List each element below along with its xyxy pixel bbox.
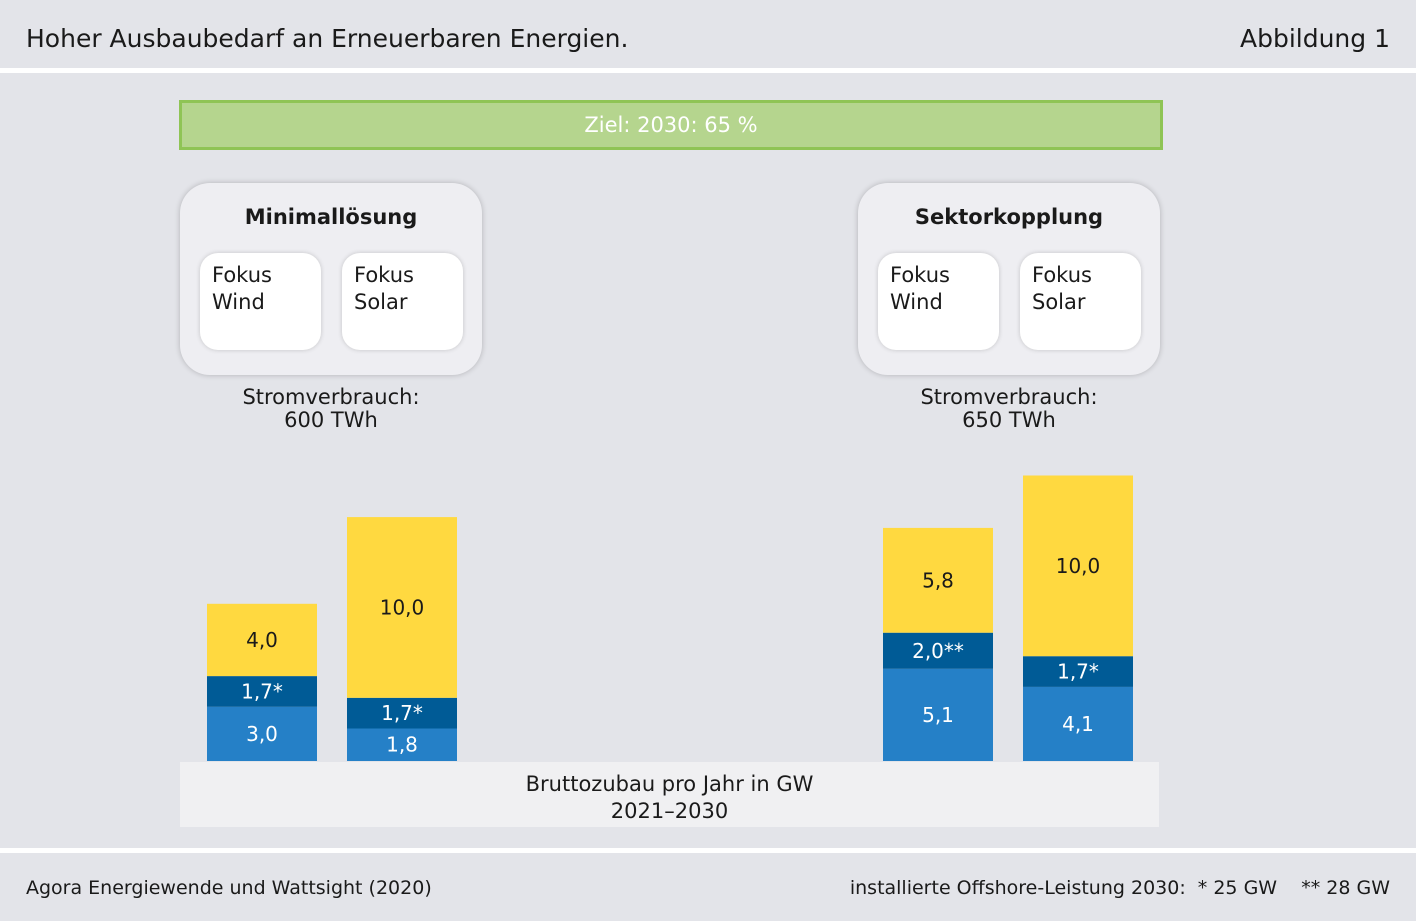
scenario-box-minimal: Minimallösung Fokus Wind Fokus Solar (180, 183, 482, 375)
option-card-solar: Fokus Solar (342, 253, 463, 350)
option-line: Fokus (1032, 263, 1092, 287)
scenario-title: Sektorkopplung (914, 205, 1104, 229)
footnote-text: installierte Offshore-Leistung 2030: * 2… (849, 877, 1390, 899)
bar-segment-offshore (347, 697, 457, 729)
bar-segment-onshore (1023, 686, 1133, 761)
bar-segment-solar (883, 527, 993, 633)
consumption-value: 600 TWh (284, 408, 378, 432)
bar-segment-offshore (883, 632, 993, 669)
data-label-offshore: 2,0** (912, 639, 964, 663)
data-label-onshore: 1,8 (386, 733, 418, 757)
option-line: Fokus (354, 263, 414, 287)
data-label-onshore: 3,0 (246, 722, 278, 746)
data-label-onshore: 4,1 (1062, 712, 1094, 736)
consumption-sector: Stromverbrauch: 650 TWh (858, 386, 1160, 432)
figure-number: Abbildung 1 (1239, 24, 1390, 53)
top-divider (0, 68, 1416, 73)
option-line: Wind (212, 290, 265, 314)
figure-title: Hoher Ausbaubedarf an Erneuerbaren Energ… (26, 24, 629, 53)
source-text: Agora Energiewende und Wattsight (2020) (26, 877, 432, 899)
bar-segment-onshore (347, 728, 457, 761)
x-axis-period: 2021–2030 (610, 799, 729, 823)
option-card-solar: Fokus Solar (1020, 253, 1141, 350)
data-label-solar: 4,0 (246, 628, 278, 652)
data-label-solar: 5,8 (922, 568, 954, 592)
bar-segment-solar (207, 603, 317, 677)
data-label-solar: 10,0 (380, 595, 425, 619)
data-label-solar: 10,0 (1056, 554, 1101, 578)
scenario-title: Minimallösung (244, 205, 418, 229)
option-line: Fokus (212, 263, 272, 287)
data-label-offshore: 1,7* (241, 679, 283, 703)
bar-segment-onshore (883, 668, 993, 761)
option-line: Wind (890, 290, 943, 314)
consumption-minimal: Stromverbrauch: 600 TWh (180, 386, 482, 432)
x-axis-label: Bruttozubau pro Jahr in GW (525, 772, 814, 796)
bottom-divider (0, 848, 1416, 853)
bar-segment-offshore (207, 676, 317, 707)
data-label-offshore: 1,7* (381, 701, 423, 725)
option-card-wind: Fokus Wind (200, 253, 321, 350)
option-line: Solar (354, 290, 408, 314)
scenario-box-sector: Sektorkopplung Fokus Wind Fokus Solar (858, 183, 1160, 375)
goal-banner: Ziel: 2030: 65 % (179, 100, 1163, 150)
x-axis-label-box: Bruttozubau pro Jahr in GW 2021–2030 (180, 762, 1159, 827)
consumption-label: Stromverbrauch: (920, 385, 1098, 409)
bar-segment-offshore (1023, 656, 1133, 687)
bar-segment-solar (1023, 475, 1133, 657)
bar-segment-onshore (207, 706, 317, 761)
data-label-onshore: 5,1 (922, 703, 954, 727)
consumption-value: 650 TWh (962, 408, 1056, 432)
bar-segment-solar (347, 517, 457, 698)
goal-label: Ziel: 2030: 65 % (584, 113, 758, 137)
option-card-wind: Fokus Wind (878, 253, 999, 350)
option-line: Fokus (890, 263, 950, 287)
data-label-offshore: 1,7* (1057, 660, 1099, 684)
consumption-label: Stromverbrauch: (242, 385, 420, 409)
option-line: Solar (1032, 290, 1086, 314)
